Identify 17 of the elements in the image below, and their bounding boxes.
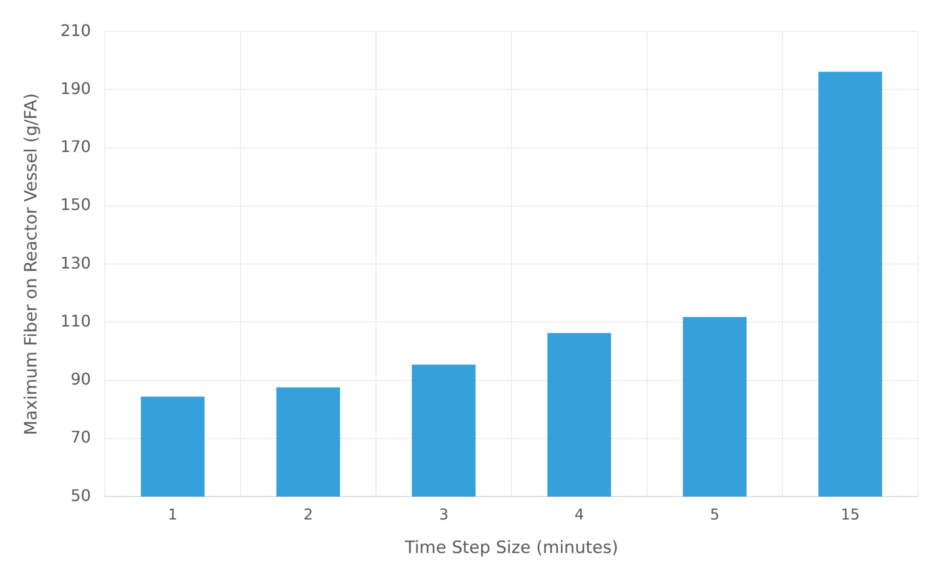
- y-tick-label: 190: [60, 78, 91, 98]
- y-tick-label: 110: [60, 311, 91, 330]
- x-tick-label: 4: [574, 505, 584, 524]
- x-tick-label: 5: [710, 505, 720, 524]
- y-tick-label: 170: [60, 137, 91, 156]
- x-tick-label: 1: [168, 505, 178, 524]
- y-tick-label: 210: [60, 20, 91, 40]
- x-tick-label: 2: [303, 505, 313, 524]
- y-tick-label: 70: [70, 428, 91, 447]
- x-tick-label: 15: [840, 505, 860, 524]
- x-tick-label: 3: [438, 505, 448, 524]
- x-axis-title: Time Step Size (minutes): [404, 538, 618, 558]
- y-tick-label: 90: [70, 370, 91, 389]
- y-tick-label: 130: [60, 253, 91, 272]
- y-tick-label: 50: [70, 486, 91, 505]
- y-tick-label: 150: [60, 195, 91, 214]
- y-axis-title: Maximum Fiber on Reactor Vessel (g/FA): [22, 93, 42, 436]
